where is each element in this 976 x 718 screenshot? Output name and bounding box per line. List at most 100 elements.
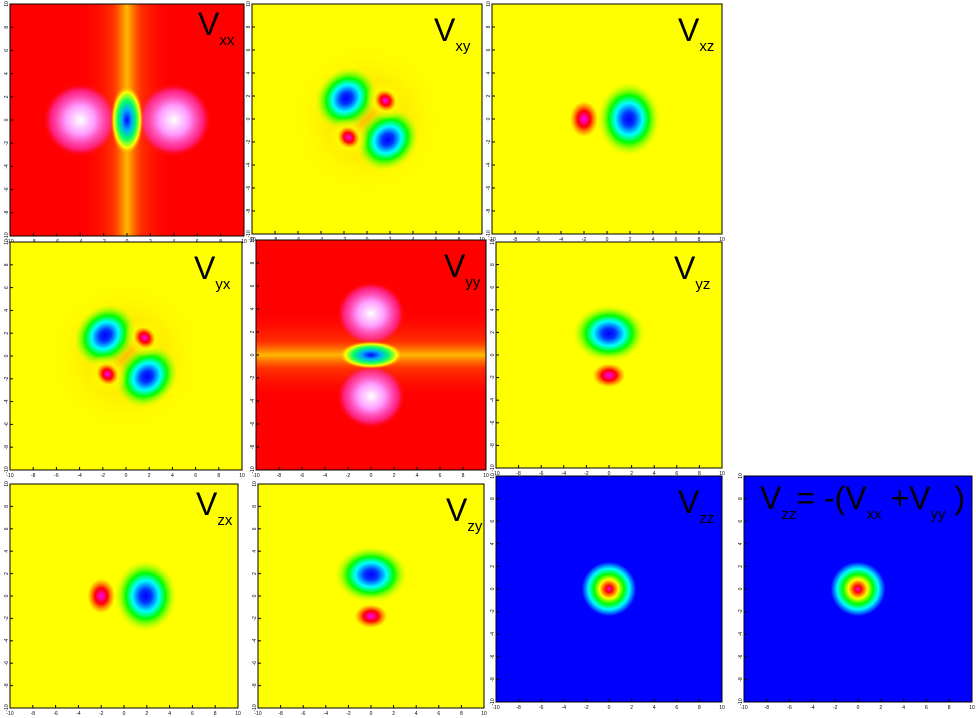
negative-lobe	[579, 353, 639, 397]
positive-lobe	[314, 66, 379, 131]
panel-label-subscript: zx	[217, 512, 233, 529]
y-tick-label: 6	[250, 284, 256, 287]
x-tick-label: 10	[241, 239, 247, 245]
x-tick-label: 4	[171, 473, 174, 479]
y-tick-label: 2	[490, 331, 496, 334]
panel-label-subscript: zz	[699, 510, 715, 527]
x-tick-label: 8	[948, 705, 951, 711]
panel-xz: -10 -8 -6 -4 -2 0 2 4 6 8 10 10 8 6 4 2 0 -2 -4 -6 -8 -10	[486, 1, 725, 243]
panel-label-subscript: xz	[699, 38, 715, 55]
y-tick-label: -10	[4, 232, 10, 239]
x-tick-label: 0	[370, 473, 373, 479]
panel-label-subscript: zz	[781, 506, 797, 523]
y-tick-label: 0	[4, 354, 10, 357]
y-tick-label: 0	[250, 353, 256, 356]
y-tick-label: 8	[490, 263, 496, 266]
y-tick-label: -4	[4, 399, 10, 404]
y-tick-label: -10	[490, 698, 496, 705]
x-tick-label: -8	[516, 705, 521, 711]
magenta-lobe	[42, 82, 118, 158]
x-tick-label: 6	[675, 705, 678, 711]
y-tick-label: 4	[490, 308, 496, 311]
x-tick-label: 6	[191, 711, 194, 717]
y-tick-label: -10	[250, 466, 256, 473]
formula-text: +V	[881, 480, 931, 516]
y-tick-label: 10	[4, 239, 10, 245]
center-lobe	[110, 85, 144, 155]
heatmap-3: -10 -8 -6 -4 -2 0 2 4 6 8 10 10 8 6 4 2 0 -2 -4 -6 -8 -10	[4, 239, 245, 479]
y-tick-label: -6	[738, 654, 744, 659]
y-tick-label: -2	[250, 376, 256, 381]
x-tick-label: 2	[629, 237, 632, 243]
x-tick-label: -6	[54, 473, 59, 479]
y-tick-label: 8	[738, 497, 744, 500]
x-tick-label: -2	[584, 705, 589, 711]
y-tick-label: 8	[4, 26, 10, 29]
y-tick-label: -2	[252, 616, 258, 621]
y-tick-label: -2	[490, 375, 496, 380]
heatmap-2: -10 -8 -6 -4 -2 0 2 4 6 8 10 10 8 6 4 2 0 -2 -4 -6 -8 -10	[486, 1, 725, 243]
panel-label-symbol: V	[674, 250, 696, 286]
x-tick-label: 10	[483, 473, 489, 479]
y-tick-label: 10	[4, 481, 10, 487]
panel-yy: -10 -8 -6 -4 -2 0 2 4 6 8 10 10 8 6 4 2 0 -2 -4 -6 -8 -10	[250, 237, 489, 479]
x-tick-label: -2	[833, 705, 838, 711]
x-tick-label: -2	[346, 473, 351, 479]
y-tick-label: 6	[4, 527, 10, 530]
y-tick-label: -10	[486, 230, 492, 237]
x-tick-label: -10	[488, 237, 495, 243]
x-tick-label: 10	[235, 711, 241, 717]
y-tick-label: 10	[252, 481, 258, 487]
panel-zx: -10 -8 -6 -4 -2 0 2 4 6 8 10 10 8 6 4 2 0 -2 -4 -6 -8 -10	[4, 481, 241, 717]
negative-lobe	[329, 117, 369, 157]
y-tick-label: -2	[738, 609, 744, 614]
heatmap-4: -10 -8 -6 -4 -2 0 2 4 6 8 10 10 8 6 4 2 0 -2 -4 -6 -8 -10	[250, 237, 489, 479]
panel-label: Vxy	[434, 12, 470, 55]
y-tick-label: -4	[250, 399, 256, 404]
x-tick-label: 0	[123, 711, 126, 717]
y-tick-label: 8	[4, 263, 10, 266]
x-tick-label: -6	[300, 473, 305, 479]
formula-subscript: xx	[866, 506, 882, 523]
positive-lobe	[114, 344, 180, 409]
formula-text: = -(V	[796, 480, 867, 516]
x-tick-label: -4	[323, 473, 328, 479]
x-tick-label: -2	[582, 237, 587, 243]
y-tick-label: -2	[486, 140, 492, 145]
y-tick-label: 0	[738, 587, 744, 590]
x-tick-label: 6	[675, 237, 678, 243]
x-tick-label: 0	[608, 705, 611, 711]
y-tick-label: 8	[490, 497, 496, 500]
y-tick-label: 6	[486, 48, 492, 51]
y-tick-label: -4	[4, 638, 10, 643]
x-tick-label: -10	[492, 471, 499, 477]
y-tick-label: 2	[246, 94, 252, 97]
negative-lobe	[558, 86, 610, 152]
x-tick-label: 2	[393, 473, 396, 479]
y-tick-label: 10	[246, 1, 252, 7]
panel-label-symbol: V	[760, 480, 782, 516]
y-tick-label: 2	[738, 565, 744, 568]
y-tick-label: -4	[4, 164, 10, 169]
panel-label: Vzz	[678, 484, 714, 527]
x-tick-label: 2	[879, 705, 882, 711]
y-tick-label: 2	[4, 95, 10, 98]
y-tick-label: 10	[490, 239, 496, 245]
positive-lobe	[113, 559, 178, 633]
peak	[581, 561, 637, 617]
x-tick-label: 4	[416, 473, 419, 479]
panel-label: Vzx	[196, 486, 232, 529]
x-tick-label: -10	[740, 705, 747, 711]
y-tick-label: -6	[4, 422, 10, 427]
heatmap-9: -10 -8 -6 -4 -2 0 2 4 6 8 10 10 8 6 4 2 0 -2 -4 -6 -8 -10	[738, 473, 975, 711]
x-tick-label: 6	[925, 705, 928, 711]
positive-lobe	[72, 303, 138, 368]
y-tick-label: -2	[4, 616, 10, 621]
panel-label-symbol: V	[196, 486, 218, 522]
x-tick-label: -6	[787, 705, 792, 711]
y-tick-label: 6	[4, 286, 10, 289]
y-tick-label: 10	[250, 237, 256, 243]
y-tick-label: 8	[252, 505, 258, 508]
panel-label-symbol: V	[444, 248, 466, 284]
peak	[830, 561, 886, 617]
